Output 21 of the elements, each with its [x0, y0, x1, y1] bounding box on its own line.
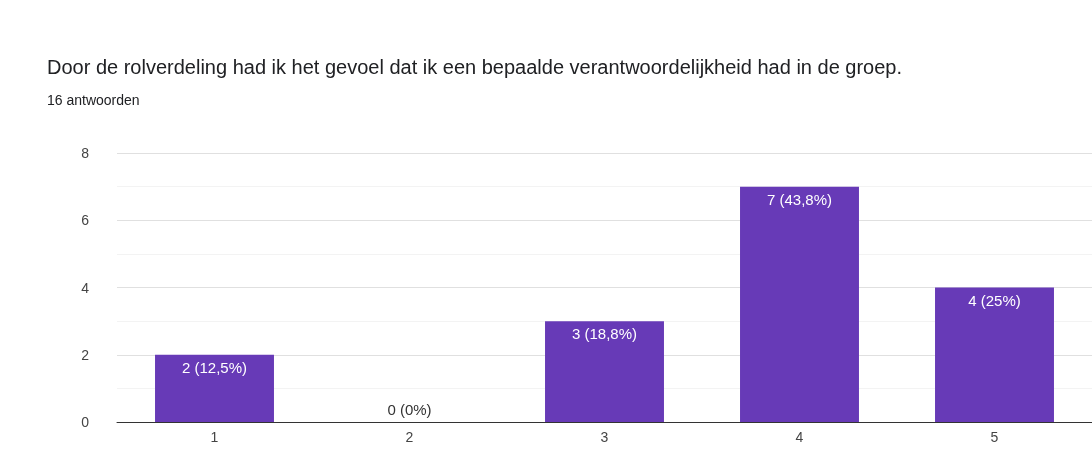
y-tick-label: 8 — [81, 145, 90, 161]
chart-subtitle: 16 antwoorden — [47, 92, 140, 108]
bar — [740, 186, 859, 422]
data-label: 2 (12,5%) — [181, 358, 248, 376]
x-tick-label: 3 — [600, 429, 609, 445]
bar — [155, 354, 274, 422]
x-tick-label: 5 — [990, 429, 999, 445]
x-tick-label: 4 — [795, 429, 804, 445]
y-tick-label: 4 — [81, 279, 90, 296]
data-label: 0 (0%) — [387, 401, 432, 418]
y-tick-label: 6 — [81, 212, 90, 229]
bar — [545, 321, 664, 422]
bar — [935, 287, 1054, 422]
data-label: 7 (43,8%) — [766, 190, 833, 208]
chart-title: Door de rolverdeling had ik het gevoel dat ik een bepaalde verantwoordelijkheid had in de groep. — [47, 56, 903, 78]
x-tick-label: 1 — [210, 429, 219, 445]
y-tick-label: 2 — [81, 346, 90, 363]
data-label: 3 (18,8%) — [571, 325, 638, 343]
x-tick-label: 2 — [405, 429, 414, 445]
y-tick-label: 0 — [81, 414, 90, 430]
data-label: 4 (25%) — [968, 291, 1021, 309]
